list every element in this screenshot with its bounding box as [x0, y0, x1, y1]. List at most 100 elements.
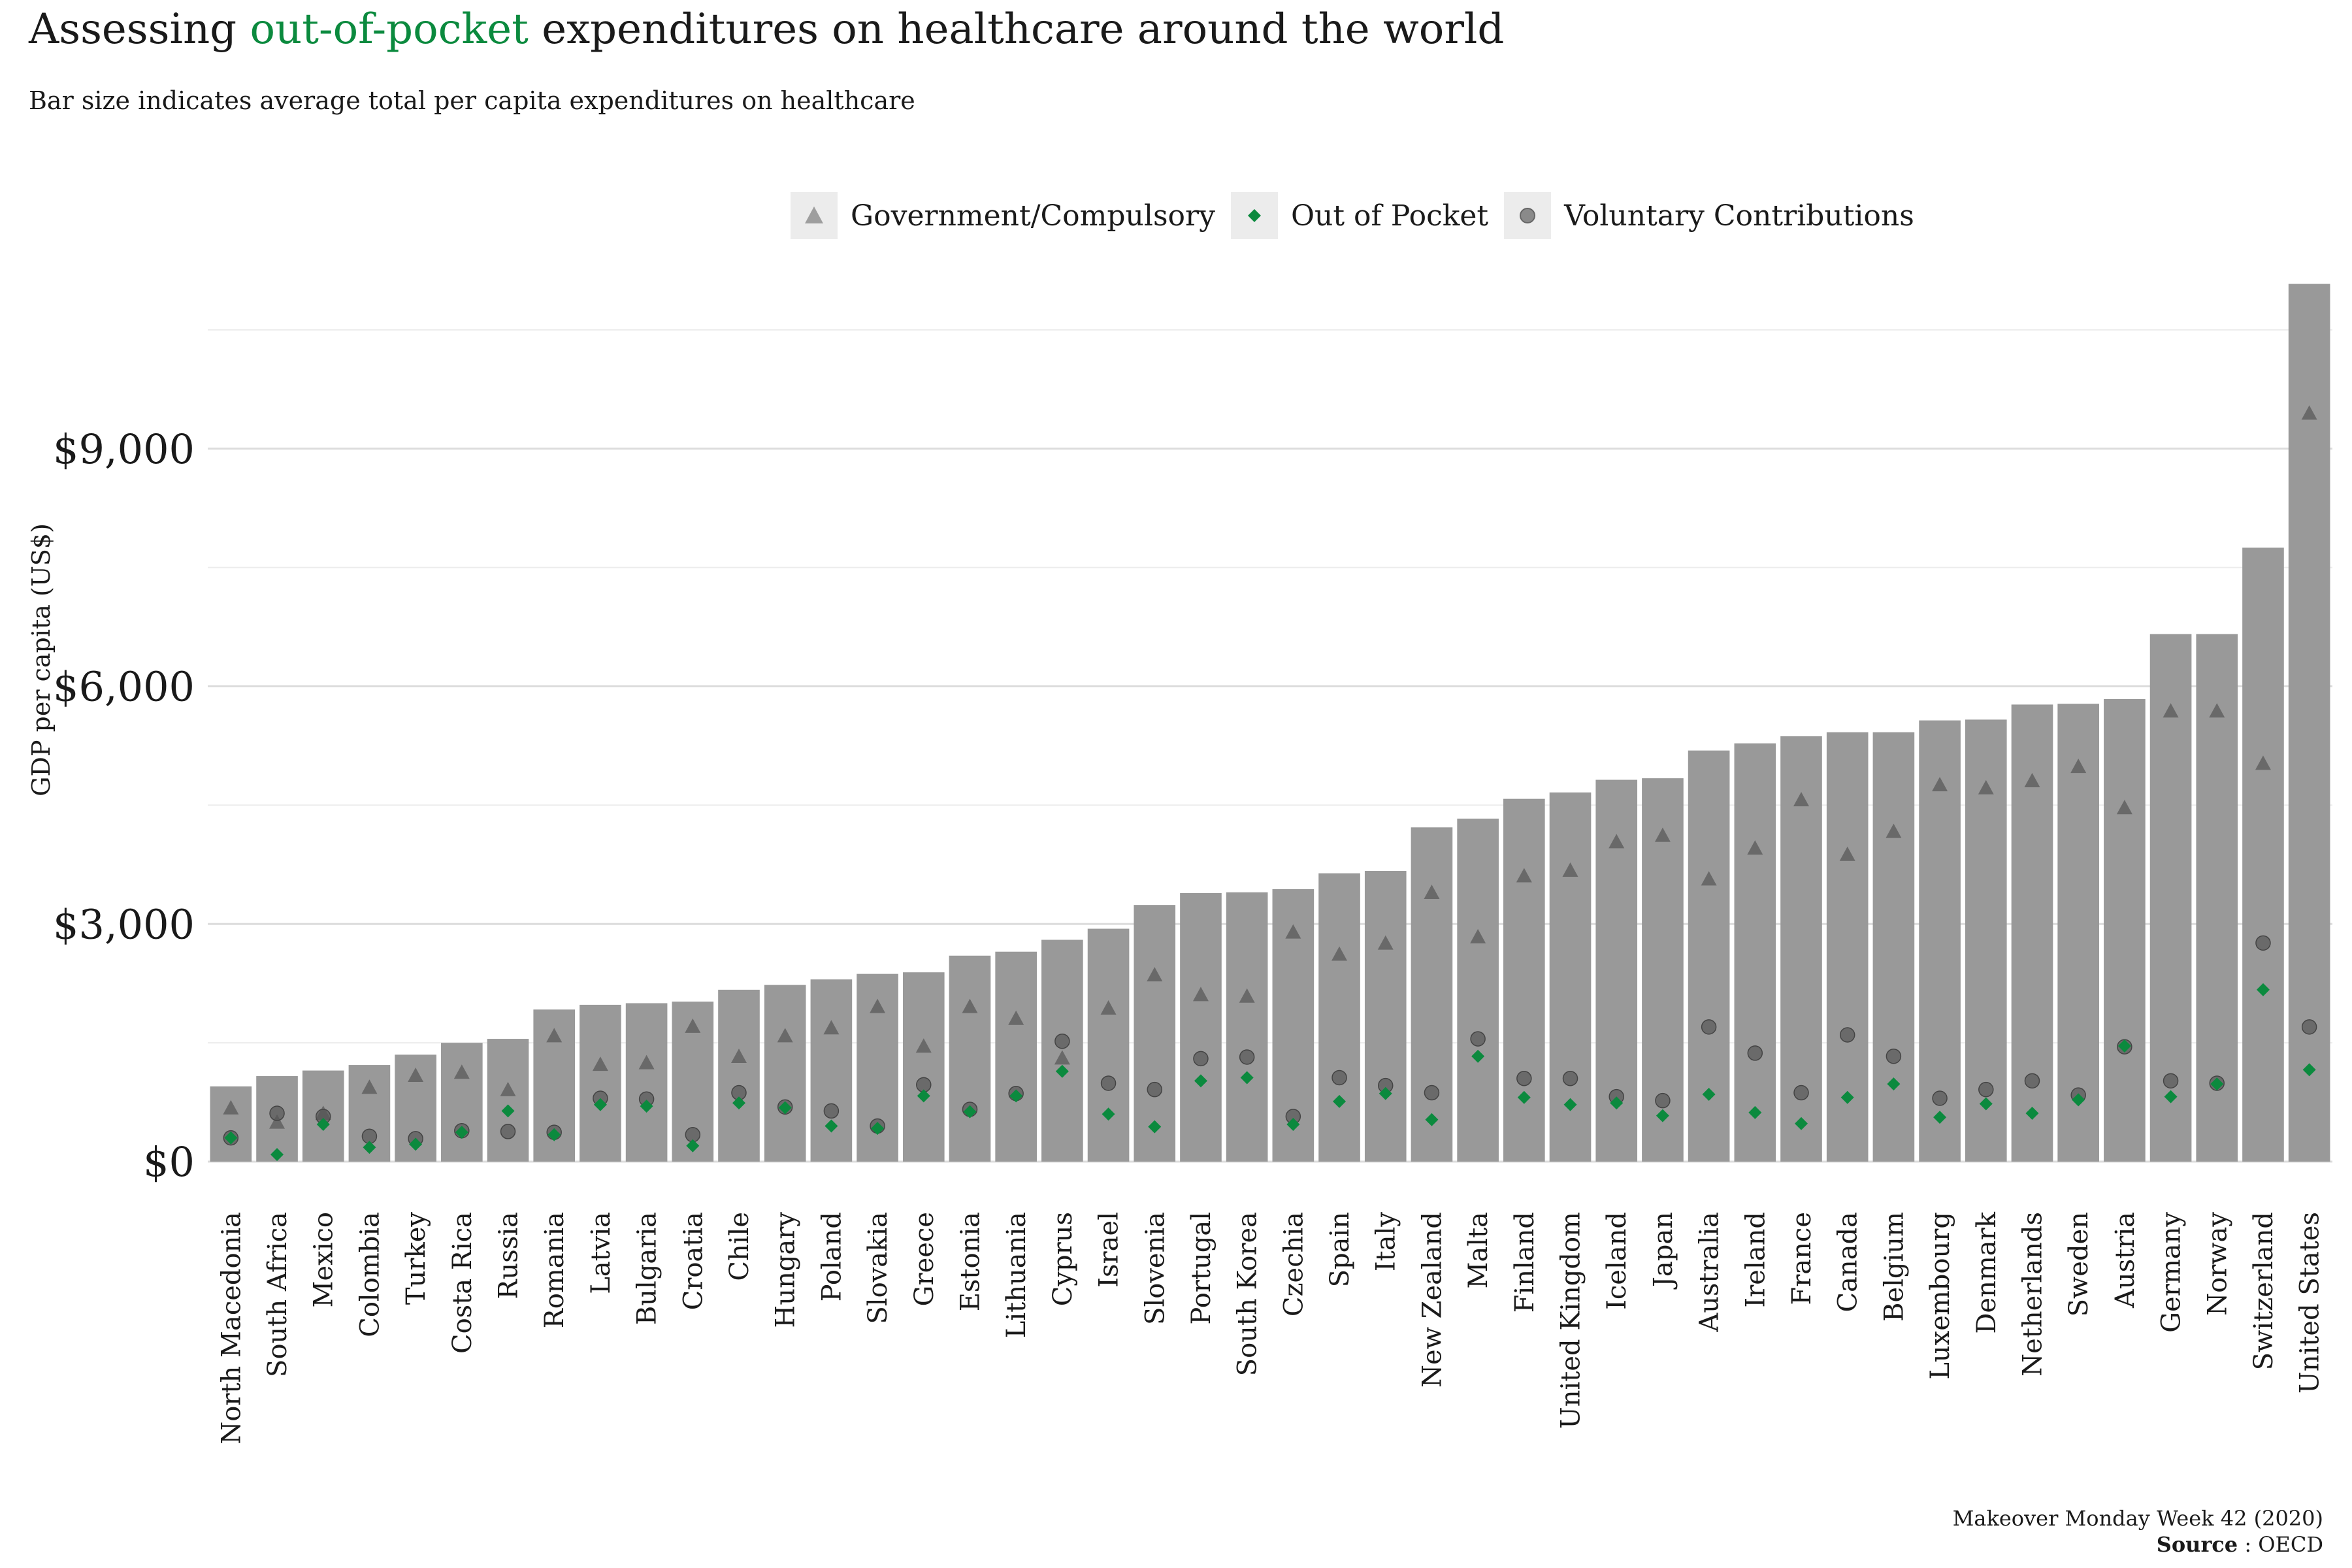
government-point — [2255, 755, 2271, 770]
government-point — [1239, 988, 1255, 1003]
points — [223, 405, 2317, 1162]
government-point — [915, 1038, 932, 1053]
government-point — [1609, 834, 1625, 849]
government-point — [1054, 1050, 1070, 1065]
out-of-pocket-point — [1055, 1064, 1069, 1078]
government-point — [2301, 405, 2317, 420]
bar — [487, 1039, 529, 1162]
x-tick-label: Romania — [540, 1212, 570, 1328]
voluntary-point — [1147, 1081, 1163, 1098]
x-tick-label: North Macedonia — [216, 1212, 246, 1445]
government-point — [2070, 759, 2087, 774]
bar — [1919, 720, 1961, 1162]
government-point — [1285, 924, 1301, 939]
out-of-pocket-point — [778, 1101, 792, 1115]
out-of-pocket-point — [593, 1098, 607, 1111]
voluntary-point — [823, 1103, 840, 1119]
government-point — [1331, 946, 1348, 961]
out-of-pocket-point — [640, 1100, 653, 1113]
x-tick-label: Austria — [2110, 1212, 2140, 1309]
x-tick-label: Costa Rica — [448, 1212, 478, 1354]
bar — [1826, 732, 1869, 1162]
government-point — [1100, 1000, 1117, 1015]
out-of-pocket-point — [1102, 1107, 1115, 1121]
bar — [1180, 892, 1222, 1162]
x-tick-label: New Zealand — [1417, 1212, 1447, 1388]
government-point — [223, 1100, 239, 1115]
out-of-pocket-point — [1840, 1090, 1854, 1104]
voluntary-point — [269, 1105, 285, 1121]
bar — [1364, 871, 1407, 1162]
out-of-pocket-point — [1933, 1111, 1947, 1124]
bar — [1734, 743, 1776, 1162]
x-tick-label: Portugal — [1186, 1212, 1217, 1325]
out-of-pocket-point — [224, 1131, 238, 1145]
out-of-pocket-point — [501, 1104, 515, 1118]
government-point — [500, 1081, 516, 1096]
x-tick-label: Colombia — [355, 1212, 385, 1337]
title-suffix: expenditures on healthcare around the wo… — [542, 5, 1505, 54]
government-point — [269, 1114, 286, 1129]
x-tick-label: Norway — [2202, 1212, 2232, 1316]
y-axis: $0 $3,000 $6,000 $9,000 — [53, 425, 195, 1186]
out-of-pocket-point — [2210, 1077, 2224, 1091]
x-tick-label: Mexico — [309, 1212, 339, 1307]
voluntary-point — [1424, 1085, 1440, 1101]
government-point — [2163, 703, 2179, 718]
x-tick-label: Russia — [494, 1212, 524, 1299]
title-highlight: out-of-pocket — [250, 5, 529, 54]
x-tick-label: Netherlands — [2017, 1212, 2048, 1377]
x-tick-label: Latvia — [586, 1212, 616, 1294]
government-point — [592, 1056, 608, 1071]
out-of-pocket-point — [363, 1141, 376, 1154]
out-of-pocket-point — [1333, 1094, 1347, 1108]
x-tick-label: South Korea — [1233, 1212, 1263, 1376]
bar — [2288, 284, 2330, 1162]
legend: Government/Compulsory Out of Pocket Volu… — [791, 189, 1930, 242]
voluntary-point — [1193, 1051, 1209, 1067]
bar — [441, 1043, 483, 1162]
government-point — [1839, 846, 1855, 861]
government-point — [731, 1048, 747, 1063]
government-point — [1470, 928, 1486, 943]
government-point — [1886, 823, 1902, 838]
government-point — [1793, 792, 1809, 807]
x-tick-label: France — [1787, 1212, 1817, 1305]
bar — [625, 1003, 668, 1162]
bar — [2104, 698, 2146, 1162]
voluntary-point — [1054, 1033, 1070, 1049]
out-of-pocket-point — [1563, 1098, 1577, 1111]
x-tick-label: Canada — [1833, 1212, 1863, 1313]
x-axis: North Macedonia South Africa Mexico Colombi… — [216, 1211, 2325, 1444]
out-of-pocket-point — [1887, 1077, 1901, 1091]
out-of-pocket-point — [2025, 1107, 2039, 1120]
y-tick-label: $3,000 — [53, 900, 195, 948]
x-tick-label: Finland — [1510, 1212, 1540, 1313]
voluntary-point — [2163, 1073, 2179, 1089]
source-label: Source — [2156, 1532, 2238, 1557]
x-tick-label: Chile — [725, 1212, 755, 1281]
bar — [949, 955, 991, 1162]
x-tick-label: Estonia — [955, 1212, 985, 1311]
out-of-pocket-point — [1795, 1117, 1808, 1130]
caption-line: Makeover Monday Week 42 (2020) — [1952, 1506, 2323, 1531]
legend-item-government: Government/Compulsory — [791, 192, 1215, 239]
x-tick-label: Slovakia — [863, 1212, 893, 1324]
voluntary-point — [1100, 1075, 1117, 1091]
x-tick-label: Belgium — [1879, 1212, 1909, 1322]
voluntary-point — [1886, 1048, 1902, 1064]
out-of-pocket-point — [1979, 1097, 1993, 1111]
voluntary-point — [1516, 1070, 1532, 1086]
voluntary-point — [1978, 1081, 1994, 1098]
out-of-pocket-point — [1656, 1109, 1669, 1122]
x-tick-label: Luxembourg — [1925, 1212, 1955, 1380]
out-of-pocket-point — [455, 1126, 468, 1139]
chart-title: Assessing out-of-pocket expenditures on … — [29, 5, 1504, 54]
government-point — [685, 1018, 701, 1033]
x-tick-label: United States — [2295, 1212, 2325, 1394]
bar — [210, 1086, 252, 1162]
x-tick-label: Poland — [817, 1212, 847, 1301]
voluntary-point — [500, 1124, 516, 1139]
x-tick-label: Czechia — [1279, 1212, 1309, 1316]
government-point — [1978, 779, 1994, 794]
